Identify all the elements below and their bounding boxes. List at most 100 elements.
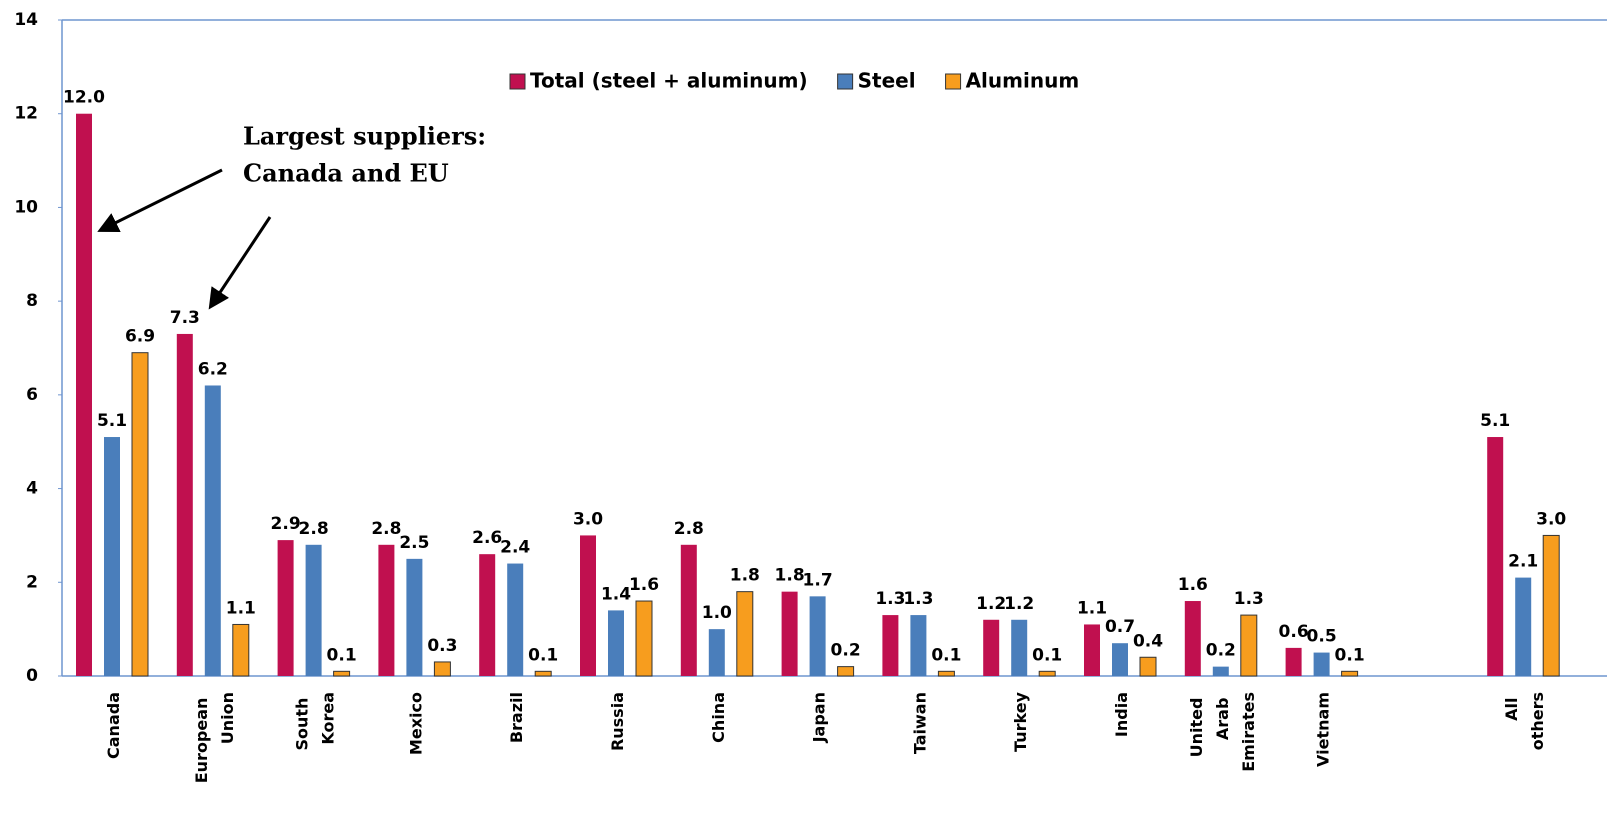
data-label: 3.0 <box>1536 509 1566 529</box>
data-label: 1.0 <box>702 603 732 623</box>
bar <box>76 113 92 676</box>
x-tick-label: Turkey <box>1011 691 1030 752</box>
bar <box>580 535 596 676</box>
data-label: 6.9 <box>125 327 155 347</box>
data-label: 0.1 <box>528 645 558 665</box>
x-tick-label: Taiwan <box>910 692 929 754</box>
data-label: 1.1 <box>226 598 256 618</box>
data-label: 2.1 <box>1508 552 1538 572</box>
data-label: 1.6 <box>1178 575 1208 595</box>
bar <box>1038 670 1056 677</box>
data-label: 0.6 <box>1279 622 1309 642</box>
bar <box>809 596 826 676</box>
bar <box>1084 624 1100 676</box>
y-tick-label: 6 <box>26 385 38 405</box>
bar <box>781 591 798 676</box>
data-label: 1.3 <box>1234 589 1264 609</box>
data-label: 5.1 <box>97 411 127 431</box>
x-tick-label: South Korea <box>292 692 337 751</box>
x-tick-label: Canada <box>104 692 123 759</box>
bar <box>1341 670 1359 677</box>
data-label: 1.6 <box>629 575 659 595</box>
bar <box>1240 614 1258 677</box>
bar <box>708 629 725 676</box>
x-tick-label: All others <box>1502 692 1547 750</box>
bar <box>176 333 193 676</box>
bar <box>406 558 423 676</box>
x-tick-label: European Union <box>191 692 236 783</box>
data-label: 1.8 <box>730 566 760 586</box>
bar <box>1313 652 1330 676</box>
y-tick-label: 10 <box>14 197 38 217</box>
bar <box>837 666 855 677</box>
x-tick-label: China <box>708 692 727 743</box>
bar <box>635 600 653 677</box>
bar <box>1515 577 1532 676</box>
data-label: 5.1 <box>1480 411 1510 431</box>
y-tick-label: 4 <box>26 479 38 499</box>
bar <box>983 619 1000 676</box>
data-label: 2.4 <box>500 538 530 558</box>
x-tick-label: Japan <box>809 692 828 743</box>
data-label: 7.3 <box>170 308 200 328</box>
data-label: 0.1 <box>1335 645 1365 665</box>
legend-label: Aluminum <box>966 69 1080 93</box>
bar <box>1112 643 1128 676</box>
data-label: 0.3 <box>427 636 457 656</box>
bar <box>1011 619 1028 676</box>
data-label: 2.8 <box>371 519 401 539</box>
bar <box>736 591 754 677</box>
data-label: 1.8 <box>775 566 805 586</box>
bar <box>1184 601 1201 676</box>
bar <box>232 623 250 677</box>
bar <box>534 670 552 677</box>
data-label: 0.7 <box>1105 617 1135 637</box>
bar <box>1542 534 1560 677</box>
data-label: 2.5 <box>399 533 429 553</box>
data-label: 1.2 <box>976 594 1006 614</box>
data-label: 1.1 <box>1077 598 1107 618</box>
data-label: 0.1 <box>327 645 357 665</box>
bar <box>1487 437 1504 676</box>
data-label: 1.3 <box>875 589 905 609</box>
data-label: 6.2 <box>198 359 228 379</box>
legend-swatch <box>509 73 526 90</box>
data-label: 2.6 <box>472 528 502 548</box>
annotation: Canada and EU <box>243 159 449 188</box>
legend-swatch <box>837 73 854 90</box>
bar <box>333 670 351 677</box>
data-label: 0.2 <box>831 641 861 661</box>
data-label: 2.8 <box>299 519 329 539</box>
legend-label: Steel <box>858 69 916 93</box>
annotation-arrow <box>97 168 223 232</box>
x-tick-label: United Arab Emirates <box>1186 692 1257 772</box>
data-label: 1.7 <box>803 570 833 590</box>
bar <box>433 661 451 677</box>
y-tick-label: 12 <box>14 104 38 124</box>
bar <box>479 554 496 676</box>
bar <box>204 385 221 676</box>
x-tick-label: India <box>1112 692 1131 737</box>
data-label: 1.4 <box>601 584 631 604</box>
data-label: 12.0 <box>63 88 105 108</box>
bar <box>507 563 524 676</box>
bar <box>608 610 624 676</box>
data-label: 1.3 <box>903 589 933 609</box>
annotation: Largest suppliers: <box>243 122 486 151</box>
bar <box>277 540 294 676</box>
y-tick-label: 8 <box>26 291 38 311</box>
x-tick-label: Mexico <box>406 692 425 755</box>
x-tick-label: Brazil <box>507 692 526 743</box>
bar <box>1212 666 1229 676</box>
bar <box>680 544 697 676</box>
data-label: 0.1 <box>931 645 961 665</box>
annotation-arrow <box>208 216 272 310</box>
legend-swatch <box>945 73 962 90</box>
bar <box>131 352 149 677</box>
bar <box>104 437 120 676</box>
bar <box>378 544 395 676</box>
legend-label: Total (steel + aluminum) <box>530 69 808 93</box>
y-tick-label: 0 <box>26 666 38 686</box>
data-label: 2.9 <box>271 514 301 534</box>
